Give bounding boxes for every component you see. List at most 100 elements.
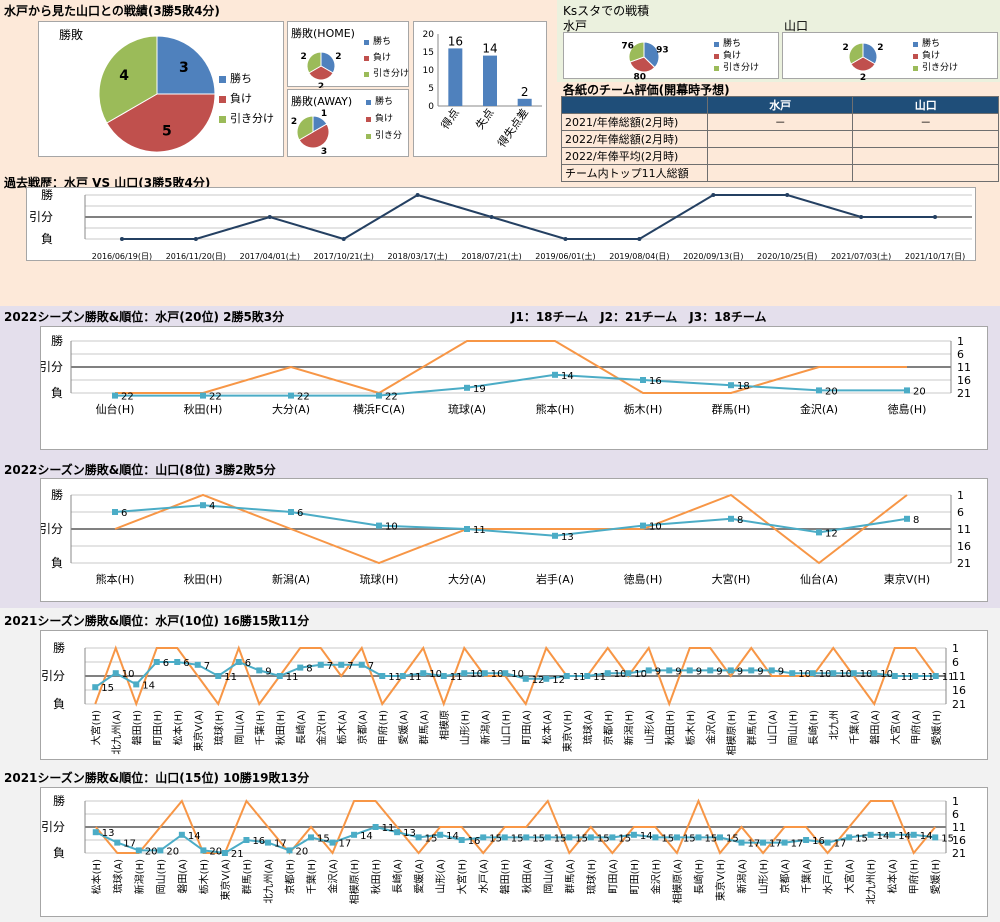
rank-point <box>522 675 529 682</box>
x-tick-label: 松本(A) <box>540 710 553 745</box>
rank-label: 11 <box>901 672 914 683</box>
legend-label: 勝ち <box>373 35 391 47</box>
rank-point <box>781 839 788 846</box>
goals-y-tick: 20 <box>423 30 435 40</box>
legend-swatch <box>219 116 226 123</box>
rank-label: 8 <box>737 515 743 526</box>
goals-bar <box>448 48 463 106</box>
x-tick-label: 2016/06/19(日) <box>92 252 152 261</box>
rank-label: 15 <box>597 833 610 844</box>
rank-label: 11 <box>388 672 401 683</box>
rank-point <box>816 387 822 394</box>
rank-label: 12 <box>825 528 838 539</box>
rank-tick-label: 1 <box>957 335 964 348</box>
rank-label: 22 <box>297 392 310 403</box>
x-tick-label: 水戸(H) <box>823 859 835 894</box>
rank-point <box>92 684 99 691</box>
pie-slice-label: 76 <box>621 42 634 52</box>
x-tick-label: 大宮(H) <box>89 710 102 745</box>
legend-label: 勝ち <box>230 71 252 85</box>
result-point <box>563 237 568 241</box>
rank-label: 15 <box>855 833 868 844</box>
away-pie-box: 勝敗(AWAY) 1 3 2 勝ち 負け 引き分 <box>287 89 409 157</box>
evaluation-row: 2021/年俸総額(2月時) － － <box>561 113 999 131</box>
rank-label: 14 <box>877 831 890 842</box>
yamaguchi-2021-chart-box: 勝引分負 1 6 11 16 21 松本(H) 琉球(A) 新潟(H) 岡山(H) 磐田(A) 栃木(… <box>40 787 988 917</box>
legend-label: 引き分け <box>922 62 958 73</box>
rank-point <box>566 834 573 841</box>
away-pie-label: 勝敗(AWAY) <box>291 95 353 108</box>
rank-point <box>809 670 816 677</box>
rank-point <box>904 387 910 394</box>
rank-label: 20 <box>295 846 308 857</box>
legend-label: 負け <box>373 51 391 63</box>
legend-label: 負け <box>723 49 741 61</box>
rank-label: 7 <box>347 661 353 672</box>
rank-point <box>824 839 831 846</box>
x-tick-label: 金沢(A) <box>327 859 340 894</box>
rank-point <box>481 670 488 677</box>
legend-swatch <box>219 76 226 83</box>
rank-label: 9 <box>757 666 763 677</box>
rank-label: 6 <box>245 658 251 669</box>
rank-point <box>584 673 591 679</box>
x-tick-label: 新潟(H) <box>622 710 635 745</box>
x-tick-label: 秋田(H) <box>274 710 287 745</box>
goals-y-tick: 10 <box>423 66 435 76</box>
x-tick-label: 熊本(H) <box>96 572 135 586</box>
rank-label: 15 <box>489 833 502 844</box>
pie-slice-label: 2 <box>877 43 883 53</box>
x-tick-label: 琉球(H) <box>360 572 399 586</box>
rank-point <box>666 667 673 674</box>
x-tick-label: 松本(A) <box>886 859 899 894</box>
rank-label: 16 <box>649 376 662 387</box>
rank-point <box>200 392 206 399</box>
x-tick-label: 群馬(H) <box>745 710 758 745</box>
ks-right-label: 山口 <box>784 19 809 33</box>
main-pie-label: 勝敗 <box>59 28 84 42</box>
rank-line <box>115 373 907 397</box>
rank-label: 7 <box>204 661 210 672</box>
yamaguchi-2022-title: 2022シーズン勝敗&順位：山口(8位) 3勝2敗5分 <box>4 463 276 477</box>
result-point <box>341 237 346 241</box>
x-tick-label: 東京V(A) <box>192 710 205 752</box>
rank-point <box>850 670 857 677</box>
evaluation-row-label: 2021/年俸総額(2月時) <box>561 113 708 131</box>
result-line <box>94 798 937 855</box>
rank-label: 19 <box>473 384 486 395</box>
evaluation-table: 水戸 山口 2021/年俸総額(2月時) － － 2022/年俸総額(2月時) … <box>561 96 999 182</box>
rank-label: 7 <box>327 661 333 672</box>
rank-label: 11 <box>409 672 422 683</box>
evaluation-yamaguchi-value <box>852 164 999 182</box>
legend-swatch <box>714 54 719 59</box>
rank-point <box>707 667 714 674</box>
yamaguchi-2021-title: 2021シーズン勝敗&順位：山口(15位) 10勝19敗13分 <box>4 771 310 785</box>
evaluation-header-row: 水戸 山口 <box>561 96 999 114</box>
rank-label: 9 <box>716 666 722 677</box>
x-tick-label: 北九州(A) <box>263 859 275 904</box>
rank-tick-label: 16 <box>957 374 971 387</box>
page-title: 水戸から見た山口との戦績(3勝5敗4分) <box>4 4 220 18</box>
pie-slice-label: 3 <box>179 60 189 76</box>
rank-point <box>420 670 427 677</box>
rank-point <box>728 515 734 522</box>
rank-label: 15 <box>575 833 588 844</box>
legend-swatch <box>366 134 371 139</box>
rank-point <box>286 847 293 854</box>
rank-label: 21 <box>231 849 244 860</box>
rank-tick-label: 11 <box>957 523 971 536</box>
x-tick-label: 2021/07/03(土) <box>831 251 891 261</box>
rank-point <box>394 829 401 836</box>
evaluation-row: 2022/年俸平均(2月時) <box>561 147 999 165</box>
rank-point <box>727 667 734 674</box>
legend-swatch <box>364 56 369 61</box>
x-tick-label: 長崎(H) <box>692 859 705 894</box>
goals-chart-box: 0 5 10 15 20 16 得点 14 失点 2 得失点差 <box>413 21 547 157</box>
x-tick-label: 金沢(H) <box>315 710 328 745</box>
evaluation-mito-value: － <box>706 113 854 131</box>
rank-point <box>135 847 142 854</box>
rank-label: 22 <box>209 392 222 403</box>
rank-point <box>640 377 646 383</box>
